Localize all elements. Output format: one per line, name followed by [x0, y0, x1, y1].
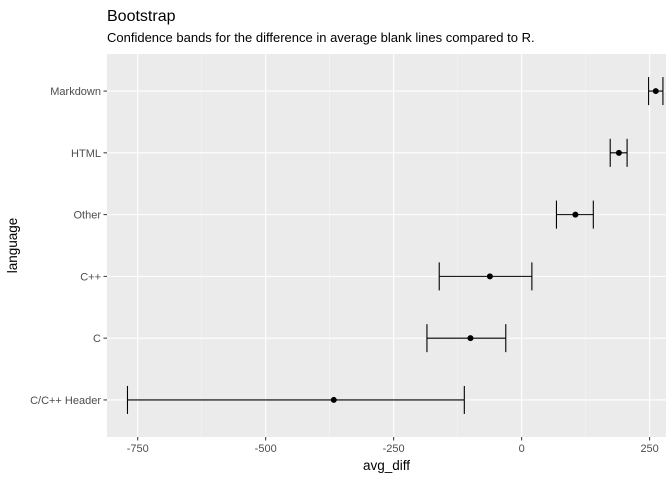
- y-tick-label: Other: [73, 210, 101, 222]
- errorbar-other: [555, 200, 594, 229]
- y-tick-label: C++: [80, 271, 101, 283]
- y-tick-label: HTML: [71, 148, 101, 160]
- x-tick-label: 250: [640, 443, 658, 455]
- estimate-point: [652, 88, 659, 95]
- chart-title: Bootstrap: [107, 8, 176, 25]
- y-tick-label: C/C++ Header: [30, 395, 101, 407]
- estimate-point: [486, 273, 493, 280]
- y-tick-label: C: [93, 333, 101, 345]
- y-axis: Markdown HTML Other C++ C C/C++ Header: [30, 86, 107, 407]
- x-tick-label: -750: [127, 443, 149, 455]
- plot-panel: [107, 54, 666, 437]
- errorbar-c-: [438, 262, 533, 291]
- x-axis: -750 -500 -250 0 250: [127, 437, 659, 455]
- x-axis-title: avg_diff: [363, 458, 410, 473]
- errorbar-html: [609, 138, 628, 167]
- estimate-point: [615, 149, 622, 156]
- errorbar-c: [426, 324, 507, 353]
- chart-subtitle: Confidence bands for the difference in a…: [107, 30, 535, 45]
- x-tick-label: -500: [255, 443, 277, 455]
- errorbar-c-c-header: [126, 385, 465, 414]
- x-tick-label: -250: [383, 443, 405, 455]
- estimate-point: [330, 396, 337, 403]
- grid-lines: [107, 54, 666, 437]
- y-axis-title: language: [5, 218, 20, 274]
- errorbar-markdown: [648, 77, 664, 106]
- data-marks: [126, 77, 664, 414]
- estimate-point: [572, 211, 579, 218]
- estimate-point: [467, 335, 474, 342]
- x-tick-label: 0: [519, 443, 525, 455]
- y-tick-label: Markdown: [50, 86, 101, 98]
